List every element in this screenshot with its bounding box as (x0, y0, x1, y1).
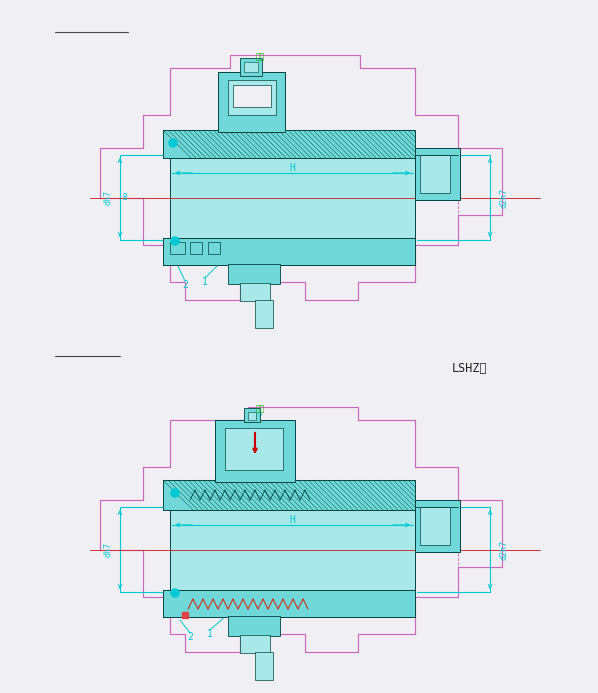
Bar (225, 428, 283, 470)
Bar (228, 80, 276, 115)
Bar (415, 500, 460, 552)
Bar (420, 155, 450, 193)
Bar (208, 242, 220, 254)
Bar (228, 264, 280, 284)
Text: 设备: 设备 (255, 405, 265, 414)
Bar (244, 408, 260, 422)
Text: d2h7: d2h7 (499, 188, 508, 207)
Bar (182, 612, 188, 618)
Circle shape (171, 589, 179, 597)
Text: 设备: 设备 (255, 53, 265, 62)
Bar (415, 148, 460, 200)
Bar (240, 58, 262, 76)
Text: 2: 2 (182, 280, 188, 290)
Bar (170, 507, 415, 592)
Bar (170, 155, 415, 240)
Text: dh7: dh7 (103, 542, 112, 557)
Bar (255, 300, 273, 328)
Text: H: H (289, 515, 295, 525)
Bar (215, 420, 295, 482)
Circle shape (171, 237, 179, 245)
Bar (163, 238, 415, 265)
Text: 1: 1 (202, 277, 208, 287)
Text: d2h7: d2h7 (499, 539, 508, 559)
Text: LSHZ型: LSHZ型 (452, 362, 488, 374)
Bar (228, 616, 280, 636)
Bar (420, 507, 450, 545)
Bar (248, 412, 256, 420)
Bar (244, 62, 258, 72)
Text: dh7: dh7 (103, 190, 112, 205)
Bar (170, 242, 185, 254)
Text: H: H (289, 163, 295, 173)
Bar (163, 480, 415, 510)
Text: 1: 1 (207, 629, 213, 639)
Text: 2: 2 (187, 632, 193, 642)
Circle shape (169, 139, 177, 147)
Bar (233, 85, 271, 107)
Bar (240, 283, 270, 301)
Bar (240, 635, 270, 653)
Bar (218, 72, 285, 132)
Text: B: B (123, 193, 127, 202)
Bar (190, 242, 202, 254)
Circle shape (171, 489, 179, 497)
Bar (255, 652, 273, 680)
Bar (163, 130, 415, 158)
Bar (163, 590, 415, 617)
